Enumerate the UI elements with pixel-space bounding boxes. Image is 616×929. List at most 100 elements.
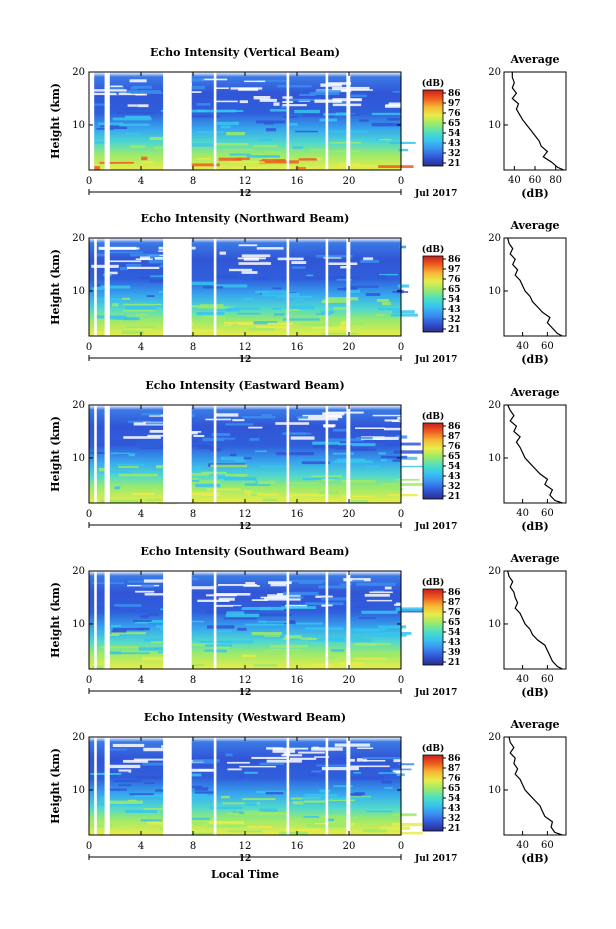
heatmap-cell	[351, 94, 367, 98]
heatmap-cell	[135, 112, 154, 114]
average-title: Average	[509, 219, 559, 232]
heatmap-cell	[241, 254, 271, 258]
colorbar-tick-label: 21	[448, 159, 461, 169]
heatmap-cell	[316, 313, 332, 316]
colorbar-tick-label: 76	[448, 275, 461, 285]
heatmap-cell	[284, 635, 302, 639]
heatmap-cell	[225, 423, 254, 426]
heatmap-cell	[181, 651, 213, 655]
x-tick-label: 0	[398, 675, 404, 686]
heatmap-cell	[321, 597, 347, 601]
heatmap-cell	[135, 590, 155, 593]
heatmap-cell	[253, 144, 278, 148]
heatmap-cell	[135, 313, 148, 316]
x-tick-label: 0	[398, 176, 404, 187]
heatmap-cell	[341, 495, 375, 498]
colorbar-title: (dB)	[422, 244, 444, 255]
heatmap-cell	[332, 640, 341, 643]
heatmap-cell	[284, 828, 322, 832]
heatmap-cell	[282, 104, 307, 107]
heatmap-cell	[391, 488, 403, 491]
heatmap-cell	[335, 112, 348, 116]
date-label: Jul 2017	[414, 522, 457, 532]
heatmap-cell	[340, 266, 351, 269]
avg-x-axis-label: (dB)	[521, 686, 548, 699]
heatmap-cell	[267, 594, 301, 598]
heatmap-field	[89, 737, 401, 835]
heatmap-cell	[378, 625, 406, 629]
heatmap-cell	[140, 615, 149, 619]
heatmap-cell	[379, 273, 399, 276]
avg-x-axis-label: (dB)	[521, 353, 548, 366]
average-profile-line	[511, 72, 565, 171]
heatmap-cell	[214, 646, 230, 649]
heatmap-cell	[329, 141, 361, 144]
heatmap-cell	[328, 297, 359, 301]
no-data-gap	[213, 72, 217, 170]
colorbar-tick-label: 39	[448, 648, 461, 658]
heatmap-cell	[299, 93, 316, 96]
heatmap-cell	[256, 120, 286, 124]
x-tick-label: 16	[291, 176, 304, 187]
avg-x-tick-label: 60	[541, 840, 554, 851]
heatmap-cell	[225, 613, 260, 617]
heatmap-cell	[287, 637, 301, 641]
heatmap-cell	[96, 442, 135, 446]
heatmap-cell	[130, 86, 138, 90]
heatmap-cell	[322, 299, 351, 303]
heatmap-cell	[238, 774, 245, 778]
heatmap-cell	[245, 318, 256, 321]
chart-title: Echo Intensity (Vertical Beam)	[150, 46, 340, 59]
heatmap-cell	[93, 315, 127, 319]
heatmap-cell	[319, 789, 331, 793]
avg-y-tick-label: 10	[488, 286, 501, 297]
heatmap-cell	[274, 313, 285, 316]
heatmap-cell	[183, 163, 220, 167]
heatmap-cell	[225, 812, 240, 816]
no-data-gap	[104, 72, 110, 170]
heatmap-cell	[262, 498, 278, 502]
heatmap-cell	[144, 499, 167, 501]
heatmap-cell	[339, 583, 352, 586]
heatmap-cell	[332, 452, 354, 455]
avg-x-tick-label: 80	[549, 175, 562, 186]
heatmap-cell	[187, 796, 218, 800]
heatmap-cell	[314, 756, 330, 758]
heatmap-cell	[107, 439, 137, 443]
heatmap-cell	[291, 266, 306, 269]
heatmap-cell	[193, 435, 205, 437]
heatmap-cell	[253, 664, 277, 667]
heatmap-cell	[136, 328, 153, 331]
y-tick-label: 10	[72, 785, 85, 796]
heatmap-cell	[397, 284, 410, 288]
x-tick-label: 0	[86, 841, 92, 852]
heatmap-cell	[121, 297, 131, 300]
heatmap-cell	[340, 662, 364, 666]
heatmap-cell	[259, 606, 284, 611]
heatmap-cell	[382, 631, 412, 635]
colorbar-title: (dB)	[422, 411, 444, 422]
heatmap-cell	[328, 82, 352, 85]
heatmap-cell	[191, 329, 222, 333]
heatmap-cell	[389, 141, 416, 144]
avg-y-tick-label: 10	[488, 785, 501, 796]
heatmap-cell	[366, 810, 393, 813]
heatmap-cell	[255, 450, 267, 453]
heatmap-cell	[295, 130, 318, 133]
heatmap-cell	[295, 298, 305, 302]
no-data-gap	[104, 737, 110, 835]
heatmap-cell	[301, 798, 331, 801]
no-data-gap	[89, 72, 95, 170]
heatmap-cell	[113, 652, 150, 655]
heatmap-cell	[317, 815, 350, 819]
panel-5: Echo Intensity (Westward Beam) 0 4 8 12 16 20 0…	[49, 711, 567, 865]
heatmap-cell	[114, 604, 142, 607]
heatmap-cell	[283, 166, 298, 170]
heatmap-cell	[135, 621, 148, 624]
colorbar-tick-label: 65	[448, 285, 461, 295]
avg-y-tick-label: 20	[488, 566, 501, 577]
heatmap-cell	[323, 154, 349, 156]
heatmap-cell	[258, 138, 273, 142]
heatmap-cell	[356, 758, 368, 762]
heatmap-cell	[337, 638, 372, 642]
